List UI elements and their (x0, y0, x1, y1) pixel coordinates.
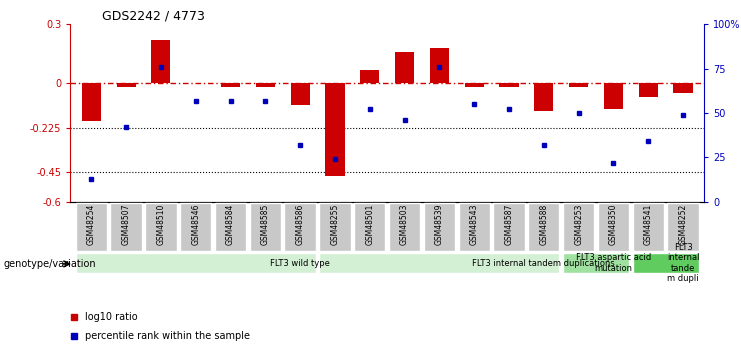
Text: percentile rank within the sample: percentile rank within the sample (85, 332, 250, 341)
Bar (534, 83, 554, 111)
FancyBboxPatch shape (633, 203, 664, 251)
FancyBboxPatch shape (285, 203, 316, 251)
Bar (639, 83, 658, 97)
FancyBboxPatch shape (424, 203, 455, 251)
FancyBboxPatch shape (459, 203, 490, 251)
Bar (569, 83, 588, 87)
Bar (674, 83, 693, 93)
FancyBboxPatch shape (633, 253, 699, 273)
FancyBboxPatch shape (319, 203, 350, 251)
Bar (151, 40, 170, 83)
FancyBboxPatch shape (563, 253, 629, 273)
Text: GSM48539: GSM48539 (435, 204, 444, 245)
FancyBboxPatch shape (110, 203, 142, 251)
Bar (395, 52, 414, 83)
FancyBboxPatch shape (494, 203, 525, 251)
Text: GSM48253: GSM48253 (574, 204, 583, 245)
Text: GSM48501: GSM48501 (365, 204, 374, 245)
Text: log10 ratio: log10 ratio (85, 313, 138, 322)
Bar (499, 83, 519, 87)
Bar (360, 70, 379, 83)
Text: GSM48546: GSM48546 (191, 204, 200, 245)
Bar (256, 83, 275, 87)
Bar (430, 48, 449, 83)
Text: GSM48586: GSM48586 (296, 204, 305, 245)
Text: GSM48588: GSM48588 (539, 204, 548, 245)
Text: GSM48350: GSM48350 (609, 204, 618, 245)
FancyBboxPatch shape (76, 203, 107, 251)
FancyBboxPatch shape (528, 203, 559, 251)
Bar (290, 83, 310, 105)
Text: FLT3 aspartic acid
mutation: FLT3 aspartic acid mutation (576, 253, 651, 273)
Bar (325, 83, 345, 176)
Bar (221, 83, 240, 87)
Text: GSM48541: GSM48541 (644, 204, 653, 245)
FancyBboxPatch shape (250, 203, 281, 251)
Text: GSM48585: GSM48585 (261, 204, 270, 245)
Text: GSM48510: GSM48510 (156, 204, 165, 245)
FancyBboxPatch shape (215, 203, 246, 251)
FancyBboxPatch shape (76, 253, 316, 273)
Text: GDS2242 / 4773: GDS2242 / 4773 (102, 10, 205, 23)
Bar (465, 83, 484, 87)
Text: FLT3
internal
tande
m dupli: FLT3 internal tande m dupli (667, 243, 700, 283)
Text: FLT3 internal tandem duplications: FLT3 internal tandem duplications (473, 258, 615, 268)
Text: GSM48543: GSM48543 (470, 204, 479, 245)
FancyBboxPatch shape (563, 203, 594, 251)
Text: GSM48254: GSM48254 (87, 204, 96, 245)
Bar (604, 83, 623, 109)
Text: GSM48252: GSM48252 (679, 204, 688, 245)
Text: GSM48584: GSM48584 (226, 204, 235, 245)
Bar (82, 83, 101, 121)
Bar (116, 83, 136, 87)
FancyBboxPatch shape (668, 203, 699, 251)
FancyBboxPatch shape (389, 203, 420, 251)
Text: GSM48587: GSM48587 (505, 204, 514, 245)
FancyBboxPatch shape (180, 203, 211, 251)
Text: GSM48503: GSM48503 (400, 204, 409, 245)
FancyBboxPatch shape (354, 203, 385, 251)
Text: GSM48255: GSM48255 (330, 204, 339, 245)
FancyBboxPatch shape (319, 253, 559, 273)
Text: genotype/variation: genotype/variation (4, 259, 96, 269)
Text: GSM48507: GSM48507 (122, 204, 130, 245)
FancyBboxPatch shape (598, 203, 629, 251)
FancyBboxPatch shape (145, 203, 176, 251)
Text: FLT3 wild type: FLT3 wild type (270, 258, 330, 268)
